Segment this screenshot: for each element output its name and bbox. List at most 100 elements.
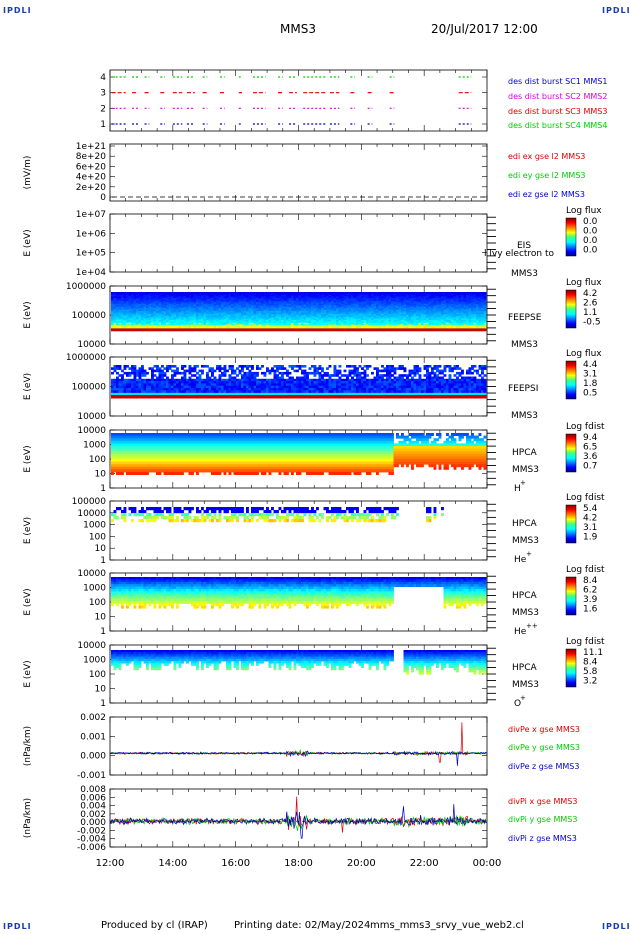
feepsi-cell bbox=[176, 390, 179, 393]
feepse-cell bbox=[178, 321, 182, 324]
feepse-cell bbox=[418, 305, 422, 308]
feepse-cell bbox=[216, 302, 219, 305]
feepse-cell-mid bbox=[216, 325, 219, 329]
feepse-cell bbox=[176, 306, 179, 309]
feepse-cell bbox=[403, 294, 407, 297]
feepse-cell bbox=[173, 297, 177, 300]
feepsi-cell-peak bbox=[151, 395, 154, 399]
feepse-cell bbox=[273, 296, 277, 299]
feepsi-cell bbox=[163, 381, 167, 384]
feepse-cell bbox=[333, 314, 337, 316]
feepsi-cell bbox=[151, 376, 154, 380]
feepsi-cell bbox=[143, 381, 147, 384]
feepse-cell bbox=[453, 292, 457, 294]
feepse-cell bbox=[151, 292, 154, 294]
feepse-cell bbox=[196, 318, 199, 321]
feepse-cell bbox=[296, 321, 299, 324]
feepse-cell bbox=[483, 315, 487, 318]
feepse-cell bbox=[181, 302, 184, 305]
feepsi-cell-peak bbox=[136, 395, 139, 399]
feepse-cell-mid bbox=[171, 325, 174, 329]
feepse-cell bbox=[201, 308, 204, 311]
feepse-cell bbox=[293, 309, 297, 312]
feepse-cell bbox=[181, 300, 184, 303]
feepse-cell bbox=[111, 303, 114, 306]
feepse-cell bbox=[153, 296, 157, 299]
feepse-cell bbox=[256, 322, 259, 325]
feepse-cell bbox=[293, 296, 297, 299]
feepse-cell bbox=[388, 315, 392, 318]
feepse-cell bbox=[208, 309, 212, 312]
feepse-cell bbox=[411, 318, 414, 321]
feepse-cell bbox=[341, 311, 344, 314]
feepse-cell bbox=[461, 294, 464, 297]
feepse-cell bbox=[256, 311, 259, 314]
feepse-cell bbox=[118, 306, 122, 309]
feepse-cell bbox=[318, 297, 322, 300]
feepse-cell bbox=[298, 314, 302, 316]
feepse-cell bbox=[361, 315, 364, 318]
feepsi-cell-peak bbox=[141, 395, 144, 399]
feepse-cell bbox=[431, 317, 434, 319]
feepse-cell-mid bbox=[478, 325, 482, 329]
feepse-cell bbox=[223, 319, 227, 322]
feepse-cell bbox=[243, 297, 247, 300]
feepse-cell bbox=[423, 297, 427, 300]
feepse-cell bbox=[318, 303, 322, 306]
feepse-cell bbox=[458, 293, 462, 296]
feepse-cell bbox=[458, 321, 462, 324]
feepse-cell bbox=[338, 300, 342, 303]
feepse-cell bbox=[306, 293, 309, 296]
feepse-cell bbox=[291, 305, 294, 308]
feepse-cell bbox=[153, 308, 157, 311]
feepse-cell bbox=[253, 322, 257, 325]
feepse-cell bbox=[423, 300, 427, 303]
feepsi-cell bbox=[153, 369, 157, 373]
feepse-cell bbox=[353, 297, 357, 300]
feepse-cell bbox=[228, 306, 232, 309]
feepse-cell bbox=[388, 293, 392, 296]
feepse-cell bbox=[248, 319, 252, 322]
feepse-cell bbox=[126, 312, 129, 315]
feepse-cell bbox=[288, 321, 292, 324]
feepse-cell bbox=[426, 309, 429, 312]
feepse-cell bbox=[483, 318, 487, 321]
feepse-cell bbox=[146, 293, 149, 296]
feepse-cell bbox=[418, 318, 422, 321]
feepse-cell bbox=[256, 309, 259, 312]
feepse-cell bbox=[288, 311, 292, 314]
feepse-cell-mid bbox=[426, 325, 429, 329]
feepse-cell bbox=[333, 318, 337, 321]
feepse-cell bbox=[258, 296, 262, 299]
feepse-cell bbox=[458, 317, 462, 319]
feepse-cell bbox=[351, 315, 354, 318]
feepse-cell bbox=[458, 299, 462, 302]
feepse-cell-peak bbox=[131, 328, 134, 332]
feepse-cell bbox=[203, 296, 207, 299]
feepse-cell bbox=[416, 305, 419, 308]
feepse-cell bbox=[481, 311, 484, 314]
feepse-cell bbox=[213, 309, 217, 312]
feepse-cell bbox=[441, 314, 444, 316]
feepse-cell-peak bbox=[291, 328, 294, 332]
feepse-cell bbox=[368, 303, 372, 306]
feepse-cell bbox=[293, 319, 297, 322]
feepse-cell bbox=[433, 292, 437, 294]
feepse-cell bbox=[133, 311, 137, 314]
feepse-cell-mid bbox=[261, 325, 264, 329]
feepse-cell-peak bbox=[118, 328, 122, 332]
feepse-cell bbox=[286, 312, 289, 315]
feepse-cell bbox=[268, 315, 272, 318]
feepse-cell-peak bbox=[343, 328, 347, 332]
feepse-cell bbox=[198, 302, 202, 305]
feepse-cell bbox=[448, 318, 452, 321]
feepse-cell bbox=[141, 299, 144, 302]
feepse-cell bbox=[311, 312, 314, 315]
feepse-cell bbox=[133, 306, 137, 309]
feepse-cell bbox=[351, 308, 354, 311]
feepsi-cell bbox=[158, 381, 162, 384]
feepse-cell bbox=[406, 292, 409, 294]
feepse-cell bbox=[201, 294, 204, 297]
feepse-cell bbox=[398, 305, 402, 308]
feepse-cell bbox=[451, 322, 454, 325]
